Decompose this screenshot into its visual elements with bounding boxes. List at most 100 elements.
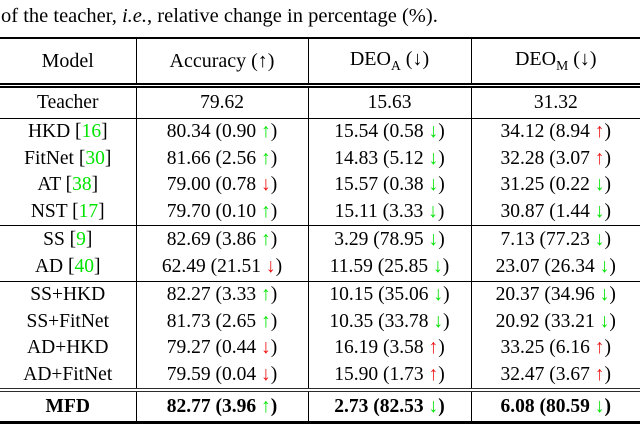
- value: 80.34 (0.90: [166, 121, 261, 143]
- paren: ): [438, 121, 445, 143]
- value: 33.25 (6.16: [500, 337, 595, 359]
- paren: ): [270, 121, 278, 143]
- deo-m-cell: 6.08 (80.59 ↓): [470, 388, 640, 423]
- value: 31.32: [533, 92, 578, 113]
- trend-arrow-icon: ↑: [261, 121, 271, 143]
- paren: ): [604, 147, 612, 169]
- trend-arrow-icon: ↓: [433, 284, 444, 306]
- table-caption: of the teacher, i.e., relative change in…: [0, 0, 640, 30]
- results-table: Model Accuracy (↑) DEOA (↓) DEOM (↓) Tea…: [0, 37, 640, 424]
- paren: ): [270, 284, 278, 306]
- col-header-model: Model: [0, 38, 136, 88]
- model-label: NST [: [30, 200, 79, 222]
- value: 31.25 (0.22: [500, 174, 595, 196]
- trend-arrow-icon: ↑: [261, 310, 271, 332]
- trend-arrow-icon: ↓: [428, 228, 439, 250]
- accuracy-cell: 82.77 (3.96 ↑): [135, 388, 308, 423]
- accuracy-cell: 79.00 (0.78 ↓): [135, 172, 308, 199]
- model-label: FitNet [: [24, 147, 86, 169]
- row-teacher: Teacher 79.62 15.63 31.32: [0, 85, 640, 119]
- trend-arrow-icon: ↓: [594, 228, 605, 250]
- paren: ): [604, 174, 612, 196]
- model-cell: AT [38]: [0, 172, 136, 199]
- paren: ): [604, 228, 612, 250]
- col-header-accuracy: Accuracy (↑): [135, 38, 308, 88]
- deo-m-cell: 20.37 (34.96 ↓): [470, 281, 640, 309]
- model-cell: HKD [16]: [0, 118, 136, 146]
- citation-link[interactable]: 9: [76, 228, 86, 250]
- value: 23.07 (26.34: [495, 256, 600, 278]
- paren: ): [437, 200, 445, 222]
- deo-a-cell: 14.83 (5.12 ↓): [307, 145, 471, 172]
- value: 3.29 (78.95: [334, 228, 429, 250]
- paren: ): [438, 228, 445, 250]
- citation-link[interactable]: 38: [72, 174, 92, 196]
- value: 10.15 (35.06: [329, 284, 434, 306]
- deo-a-cell: 15.90 (1.73 ↑): [307, 361, 471, 390]
- accuracy-cell: 79.62: [135, 85, 308, 119]
- citation-link[interactable]: 16: [81, 121, 102, 143]
- trend-arrow-icon: ↓: [599, 284, 610, 306]
- trend-arrow-icon: ↓: [594, 395, 605, 417]
- trend-arrow-icon: ↑: [261, 200, 271, 222]
- trend-arrow-icon: ↑: [594, 363, 605, 385]
- paren: ): [270, 363, 278, 385]
- trend-arrow-icon: ↓: [428, 147, 439, 169]
- paren: ): [270, 200, 278, 222]
- header-subscript: M: [556, 58, 569, 73]
- trend-arrow-icon: ↓: [261, 337, 271, 359]
- trend-arrow-icon: ↓: [594, 200, 605, 222]
- citation-link[interactable]: 30: [85, 147, 105, 169]
- value: 6.08 (80.59: [500, 395, 595, 417]
- paren: ): [604, 337, 612, 359]
- value: 79.00 (0.78: [166, 174, 261, 196]
- accuracy-cell: 82.27 (3.33 ↑): [135, 281, 308, 309]
- trend-arrow-icon: ↑: [261, 395, 271, 417]
- paren: ): [270, 337, 278, 359]
- paren: ): [438, 147, 445, 169]
- value: 20.37 (34.96: [495, 284, 600, 306]
- row-ss-fitnet: SS+FitNet 81.73 (2.65 ↑) 10.35 (33.78 ↓)…: [0, 308, 640, 336]
- deo-m-cell: 30.87 (1.44 ↓): [470, 198, 640, 226]
- value: 34.12 (8.94: [500, 121, 595, 143]
- paren: ): [438, 174, 445, 196]
- model-label: Teacher: [37, 92, 99, 113]
- model-cell: SS+FitNet: [0, 309, 136, 336]
- bracket: ]: [98, 200, 105, 222]
- deo-a-cell: 15.57 (0.38 ↓): [307, 172, 471, 199]
- row-ad: AD [40] 62.49 (21.51 ↓) 11.59 (25.85 ↓) …: [0, 253, 640, 282]
- model-cell: SS+HKD: [0, 281, 136, 309]
- caption-italic-abbrev: i.e.: [121, 5, 148, 27]
- citation-link[interactable]: 17: [78, 200, 99, 222]
- accuracy-cell: 81.66 (2.56 ↑): [135, 145, 308, 172]
- paren: ): [443, 284, 450, 306]
- paren: ): [438, 337, 445, 359]
- paren: ): [438, 363, 445, 385]
- model-cell: AD+HKD: [0, 335, 136, 362]
- trend-arrow-icon: ↓: [599, 310, 610, 332]
- value: 81.73 (2.65: [166, 310, 261, 332]
- accuracy-cell: 79.70 (0.10 ↑): [135, 198, 308, 226]
- header-label-suffix: (↓): [400, 48, 430, 70]
- header-label: Model: [41, 49, 94, 72]
- trend-arrow-icon: ↑: [261, 147, 271, 169]
- paren: ): [443, 310, 450, 332]
- row-at: AT [38] 79.00 (0.78 ↓) 15.57 (0.38 ↓) 31…: [0, 172, 640, 199]
- paren: ): [609, 310, 616, 332]
- model-cell: SS [9]: [0, 225, 136, 254]
- trend-arrow-icon: ↑: [594, 121, 605, 143]
- bracket: ]: [101, 121, 108, 143]
- paren: ): [270, 310, 278, 332]
- trend-arrow-icon: ↓: [594, 174, 605, 196]
- citation-link[interactable]: 40: [74, 256, 95, 278]
- value: 32.28 (3.07: [500, 147, 595, 169]
- model-label: AD+FitNet: [23, 363, 113, 385]
- value: 11.59 (25.85: [329, 256, 434, 278]
- deo-a-cell: 2.73 (82.53 ↓): [307, 388, 471, 423]
- value: 79.59 (0.04: [166, 363, 261, 385]
- value: 15.54 (0.58: [334, 121, 429, 143]
- trend-arrow-icon: ↓: [428, 174, 439, 196]
- value: 82.77 (3.96: [166, 395, 261, 417]
- header-label-suffix: (↓): [568, 48, 597, 70]
- trend-arrow-icon: ↑: [428, 337, 439, 359]
